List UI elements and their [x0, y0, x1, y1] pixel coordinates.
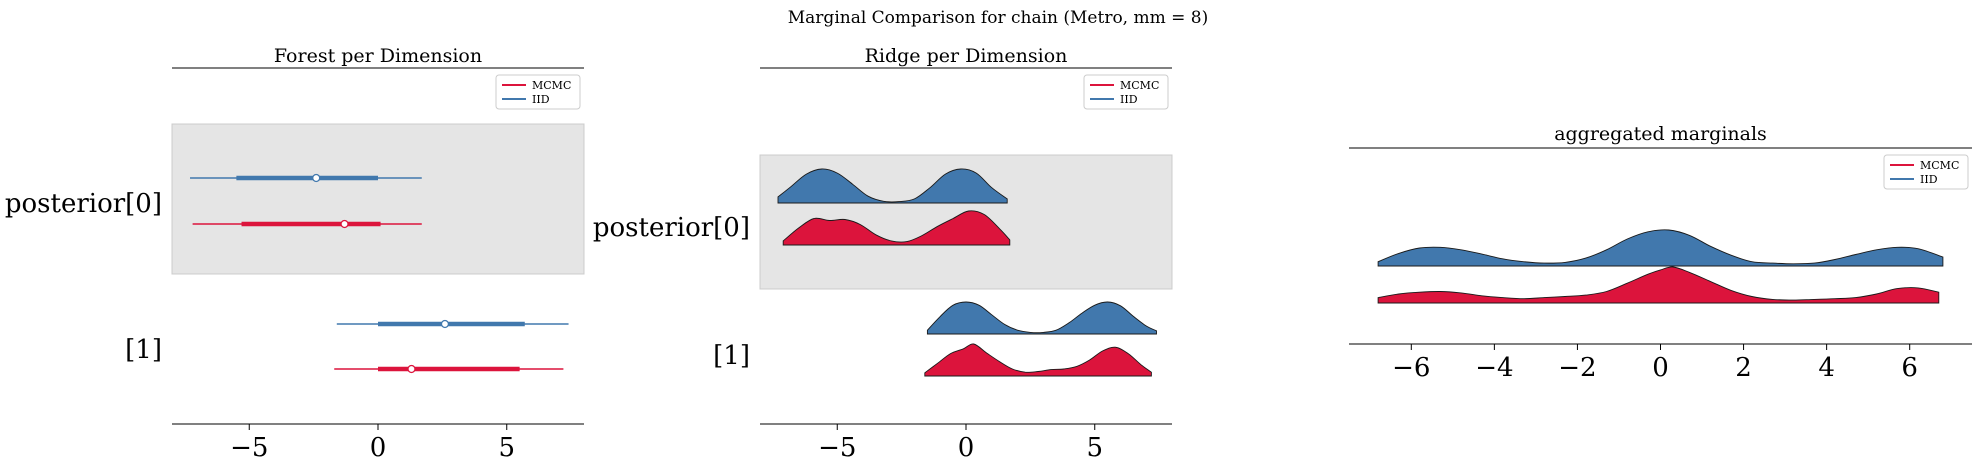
legend-frame	[495, 74, 581, 110]
ridge-density-mcmc	[782, 210, 1011, 246]
ridge-xtick-label: 5	[1086, 433, 1103, 463]
ridge-density-mcmc	[924, 343, 1152, 377]
forest-shaded-band	[171, 123, 585, 275]
forest-point-iid	[440, 319, 450, 329]
forest-xtick-label: 0	[370, 433, 387, 463]
forest-ylabel: [1]	[125, 335, 162, 365]
aggregated-density-mcmc	[1377, 266, 1940, 304]
forest-ylabel: posterior[0]	[5, 189, 162, 219]
legend-label-mcmc: MCMC	[532, 79, 571, 92]
aggregated-xtick-label: 6	[1901, 353, 1918, 383]
legend-label-mcmc: MCMC	[1120, 79, 1159, 92]
ridge-panel: Ridge per Dimension −5 0 5 posterior[0] [1] MC…	[593, 45, 1173, 463]
legend-frame	[1883, 154, 1969, 190]
forest-title: Forest per Dimension	[274, 45, 482, 67]
legend-label-mcmc: MCMC	[1920, 159, 1959, 172]
ridge-xtick-label: 0	[958, 433, 975, 463]
aggregated-density-iid	[1377, 229, 1944, 267]
legend-label-iid: IID	[1120, 93, 1138, 106]
legend-label-iid: IID	[532, 93, 550, 106]
ridge-ylabel: posterior[0]	[593, 213, 750, 243]
figure-suptitle: Marginal Comparison for chain (Metro, mm…	[788, 8, 1208, 28]
aggregated-xtick-label: 0	[1652, 353, 1669, 383]
forest-point-mcmc	[340, 219, 349, 229]
ridge-density-iid	[777, 168, 1008, 204]
aggregated-xtick-label: −2	[1558, 353, 1596, 383]
ridge-title: Ridge per Dimension	[865, 45, 1068, 67]
ridge-ylabel: [1]	[713, 341, 750, 371]
aggregated-xtick-label: −6	[1392, 353, 1430, 383]
aggregated-xtick-label: 4	[1818, 353, 1835, 383]
legend-label-iid: IID	[1920, 173, 1938, 186]
forest-point-iid	[312, 173, 321, 183]
ridge-density-iid	[926, 301, 1157, 335]
aggregated-xtick-label: 2	[1735, 353, 1752, 383]
forest-xtick-label: 5	[498, 433, 515, 463]
aggregated-title: aggregated marginals	[1554, 123, 1767, 145]
ridge-xtick-label: −5	[818, 433, 856, 463]
forest-xtick-label: −5	[230, 433, 268, 463]
legend-frame	[1083, 74, 1169, 110]
forest-point-mcmc	[407, 364, 416, 374]
aggregated-xtick-label: −4	[1475, 353, 1513, 383]
forest-panel: Forest per Dimension −5 0 5 posterior[0] [1] M…	[5, 45, 585, 463]
